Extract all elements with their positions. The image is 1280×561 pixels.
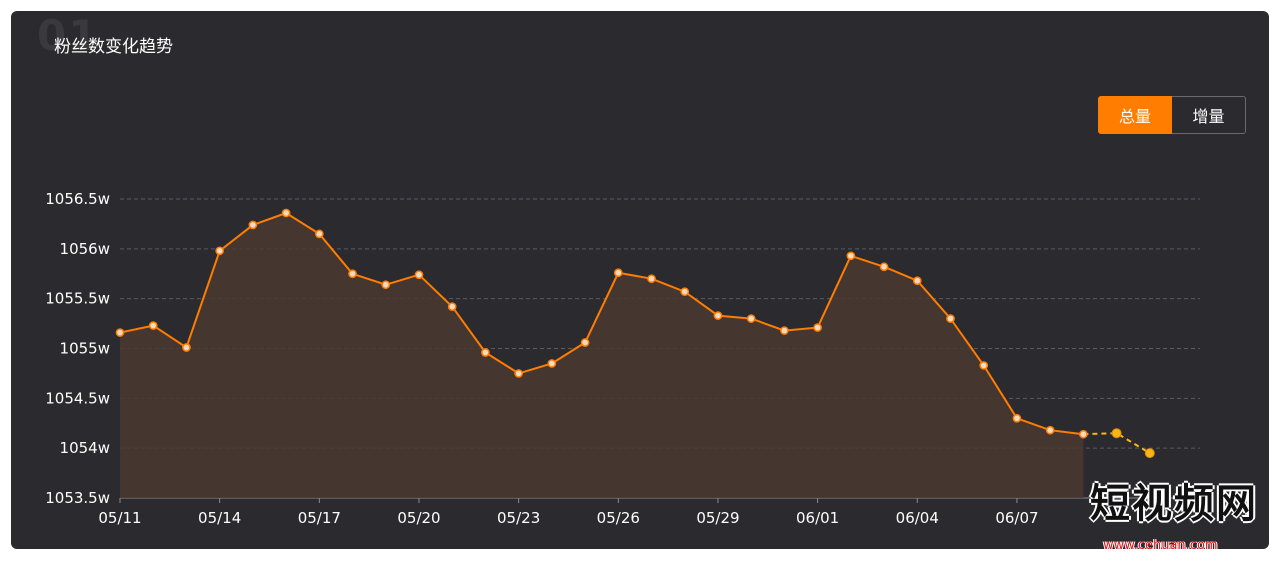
data-point: [680, 287, 690, 297]
line-chart: 1053.5w 1054w 1054.5w 1055w 1055.5w 1056w 1056…: [45, 190, 1200, 527]
metric-toggle: 总量 增量: [1098, 96, 1246, 134]
y-tick-label: 1054w: [60, 439, 110, 457]
y-tick-label: 1056w: [60, 240, 110, 258]
data-point: [381, 280, 391, 290]
y-tick-label: 1056.5w: [45, 190, 110, 208]
data-point: [314, 229, 324, 239]
prediction-point: [1144, 448, 1155, 459]
panel-index-number: 01: [37, 11, 100, 60]
x-tick-label: 05/17: [298, 509, 341, 527]
data-point: [547, 359, 557, 368]
data-point: [580, 338, 590, 347]
data-point: [514, 369, 523, 378]
data-point: [215, 246, 225, 256]
x-tick-label: 06/04: [896, 509, 939, 527]
prediction-line: [1083, 432, 1151, 454]
x-tick-label: 05/26: [597, 509, 640, 527]
data-point: [746, 314, 756, 323]
x-tick-label: 05/14: [198, 509, 241, 527]
data-point: [1012, 413, 1022, 423]
y-tick-label: 1054.5w: [45, 389, 110, 407]
x-tick-label: 05/11: [98, 509, 141, 527]
x-tick-label: 05/29: [696, 509, 739, 527]
y-tick-label: 1055.5w: [45, 290, 110, 308]
data-point: [182, 343, 191, 352]
series-line: [119, 211, 1084, 436]
data-point: [647, 274, 656, 284]
data-point: [979, 361, 989, 370]
toggle-increment-button[interactable]: 增量: [1172, 96, 1246, 134]
data-point: [613, 268, 623, 278]
data-point: [1045, 425, 1055, 435]
data-point: [813, 323, 822, 332]
data-point: [1079, 429, 1088, 439]
toggle-total-button[interactable]: 总量: [1098, 96, 1172, 134]
data-point: [115, 328, 125, 337]
data-point: [148, 321, 158, 330]
y-tick-label: 1055w: [60, 340, 110, 358]
prediction-point: [1111, 428, 1122, 439]
x-tick-label: 06/01: [796, 509, 839, 527]
x-tick-label: 05/20: [397, 509, 440, 527]
x-tick-label: 06/07: [995, 509, 1038, 527]
data-point: [879, 262, 889, 272]
watermark-logo: 短视频网: [1090, 481, 1258, 527]
data-point: [248, 220, 258, 230]
data-point: [946, 314, 955, 323]
data-point: [780, 326, 789, 335]
data-point: [713, 311, 723, 320]
watermark-url: www.cehuan.com: [1103, 538, 1218, 553]
y-tick-label: 1053.5w: [45, 489, 110, 507]
data-point: [414, 270, 424, 280]
data-point: [281, 208, 291, 218]
series-area: [120, 213, 1084, 498]
data-point: [481, 348, 490, 357]
chart-panel: 01 粉丝数变化趋势 总量 增量 1053.5w 1054w 1054.5w 1055…: [11, 11, 1269, 549]
chart-title: 粉丝数变化趋势: [54, 37, 173, 57]
data-point: [447, 302, 457, 311]
data-point: [846, 251, 856, 261]
data-point: [348, 269, 357, 279]
x-tick-label: 05/23: [497, 509, 540, 527]
data-point: [912, 276, 922, 286]
